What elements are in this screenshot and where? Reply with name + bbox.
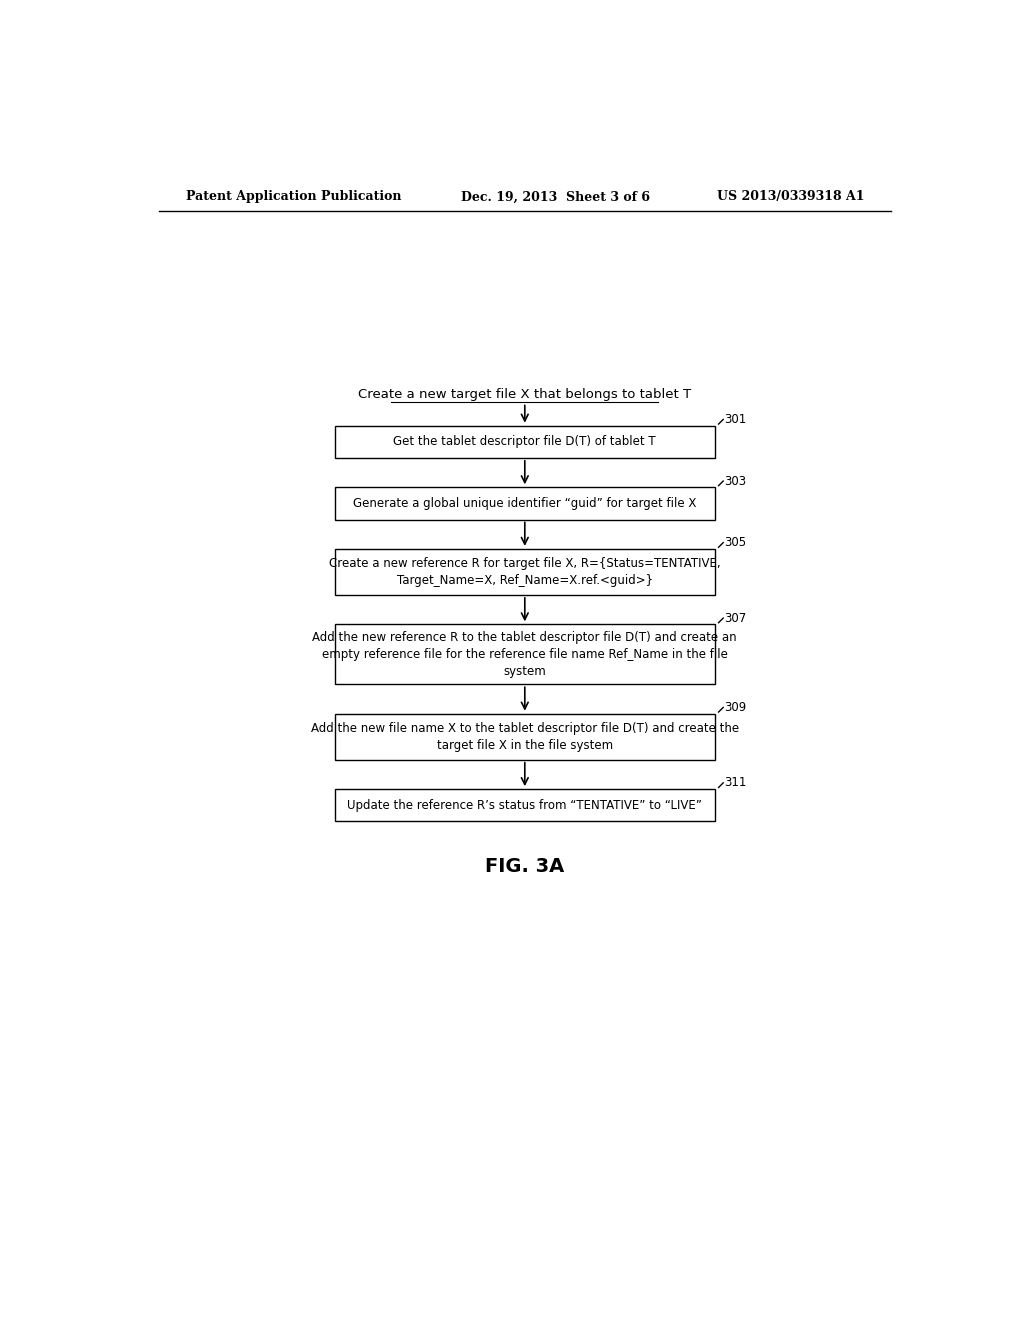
Text: Dec. 19, 2013  Sheet 3 of 6: Dec. 19, 2013 Sheet 3 of 6: [461, 190, 650, 203]
Bar: [335, 549, 715, 595]
Bar: [335, 425, 715, 458]
Text: 301: 301: [724, 413, 746, 426]
Text: Patent Application Publication: Patent Application Publication: [186, 190, 401, 203]
Text: US 2013/0339318 A1: US 2013/0339318 A1: [717, 190, 864, 203]
Text: Create a new target file X that belongs to tablet T: Create a new target file X that belongs …: [358, 388, 691, 401]
Text: Add the new file name X to the tablet descriptor file D(T) and create the
target: Add the new file name X to the tablet de…: [310, 722, 739, 751]
Text: 309: 309: [724, 701, 746, 714]
Bar: [335, 487, 715, 520]
Text: 307: 307: [724, 611, 746, 624]
Bar: [335, 789, 715, 821]
Bar: [335, 714, 715, 760]
Bar: [335, 624, 715, 684]
Text: FIG. 3A: FIG. 3A: [485, 857, 564, 875]
Text: 303: 303: [724, 474, 746, 487]
Text: Generate a global unique identifier “guid” for target file X: Generate a global unique identifier “gui…: [353, 496, 696, 510]
Text: Create a new reference R for target file X, R={Status=TENTATIVE,
Target_Name=X, : Create a new reference R for target file…: [329, 557, 721, 587]
Text: Update the reference R’s status from “TENTATIVE” to “LIVE”: Update the reference R’s status from “TE…: [347, 799, 702, 812]
Text: Get the tablet descriptor file D(T) of tablet T: Get the tablet descriptor file D(T) of t…: [393, 436, 656, 449]
Text: 311: 311: [724, 776, 746, 789]
Text: Add the new reference R to the tablet descriptor file D(T) and create an
empty r: Add the new reference R to the tablet de…: [312, 631, 737, 677]
Text: 305: 305: [724, 536, 746, 549]
